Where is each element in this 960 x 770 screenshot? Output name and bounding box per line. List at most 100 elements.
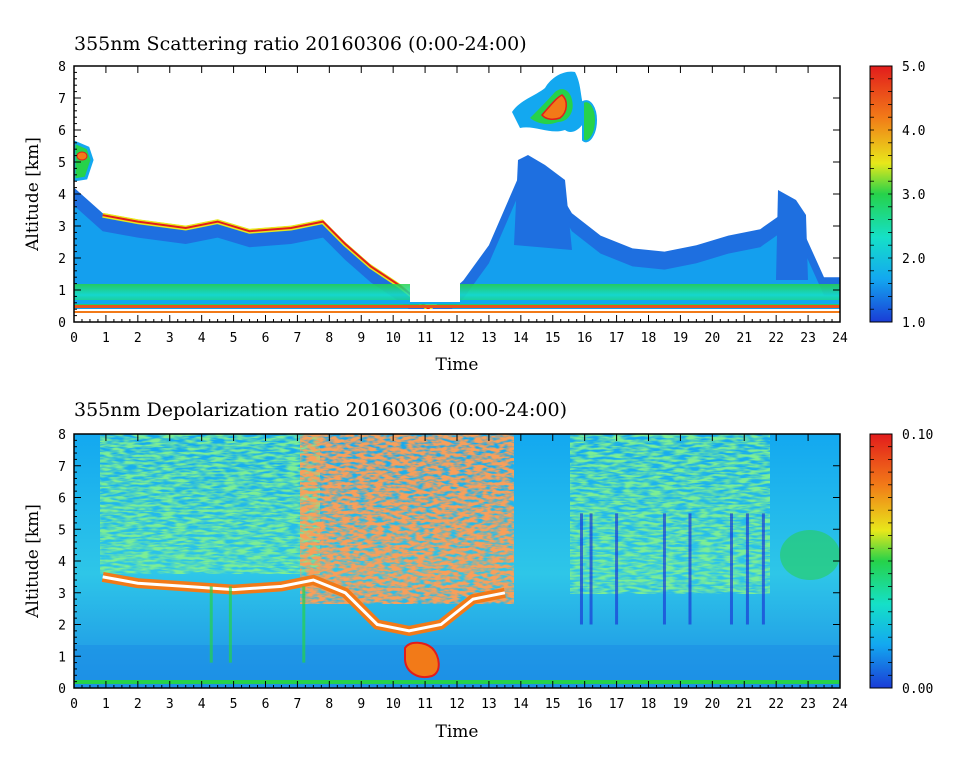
y-tick-label: 6 xyxy=(58,492,66,507)
y-tick-label: 1 xyxy=(58,284,66,299)
clear-gap xyxy=(410,66,460,302)
plot-area-depolarization xyxy=(74,434,840,688)
y-tick-label: 5 xyxy=(58,523,66,538)
x-tick-label: 21 xyxy=(736,697,752,712)
x-tick-label: 16 xyxy=(577,697,593,712)
x-tick-label: 18 xyxy=(641,697,657,712)
x-tick-label: 23 xyxy=(800,697,816,712)
x-tick-label: 9 xyxy=(357,697,365,712)
y-tick-label: 4 xyxy=(58,188,66,203)
x-tick-label: 5 xyxy=(230,331,238,346)
x-tick-label: 10 xyxy=(385,331,401,346)
y-tick-label: 0 xyxy=(58,316,66,331)
x-tick-label: 2 xyxy=(134,331,142,346)
y-tick-label: 8 xyxy=(58,60,66,75)
colorbar-tick-label: 3.0 xyxy=(902,188,925,203)
x-tick-label: 12 xyxy=(449,697,465,712)
colorbar-ticks-depolarization: 0.00 0.10 xyxy=(870,428,933,697)
x-tick-label: 6 xyxy=(262,331,270,346)
noise-field-left xyxy=(100,434,320,574)
cloud-top-edge-white xyxy=(102,209,433,309)
ticks-scattering: 0 1 2 3 4 5 6 7 8 9 10 11 12 13 14 15 16 17 18 19 20 21 22 23 24… xyxy=(58,60,848,346)
y-tick-label: 2 xyxy=(58,252,66,267)
x-tick-label: 4 xyxy=(198,697,206,712)
y-axis-label-scattering: Altitude [km] xyxy=(23,137,43,252)
x-tick-label: 14 xyxy=(513,697,529,712)
x-tick-label: 10 xyxy=(385,697,401,712)
ticks-depolarization: 0 1 2 3 4 5 6 7 8 9 10 11 12 13 14 15 16 17 18 19 20 21 22 23 24… xyxy=(58,428,848,712)
x-tick-label: 2 xyxy=(134,697,142,712)
precip-streaks xyxy=(209,513,765,663)
y-tick-label: 2 xyxy=(58,619,66,634)
x-tick-label: 12 xyxy=(449,331,465,346)
x-tick-label: 14 xyxy=(513,331,529,346)
x-tick-label: 17 xyxy=(609,697,625,712)
x-tick-label: 20 xyxy=(705,697,721,712)
y-tick-label: 1 xyxy=(58,650,66,665)
top-left-patch xyxy=(74,140,94,182)
upper-cloud xyxy=(512,71,598,143)
cloud-base-core xyxy=(102,575,506,633)
plot-area-scattering xyxy=(74,66,840,322)
x-tick-label: 3 xyxy=(166,331,174,346)
noise-field-dense xyxy=(300,434,514,604)
chart-title-depolarization: 355nm Depolarization ratio 20160306 (0:0… xyxy=(74,399,567,421)
x-tick-label: 21 xyxy=(736,331,752,346)
y-tick-label: 7 xyxy=(58,460,66,475)
y-tick-label: 6 xyxy=(58,124,66,139)
colorbar-ticks-scattering: 1.0 2.0 3.0 4.0 5.0 xyxy=(870,60,925,331)
x-tick-label: 1 xyxy=(102,331,110,346)
x-tick-label: 6 xyxy=(262,697,270,712)
y-tick-label: 4 xyxy=(58,555,66,570)
x-tick-label: 8 xyxy=(325,331,333,346)
x-tick-label: 5 xyxy=(230,697,238,712)
convective-column xyxy=(514,155,572,250)
x-tick-label: 22 xyxy=(768,331,784,346)
x-axis-label-depolarization: Time xyxy=(436,722,479,742)
y-tick-label: 3 xyxy=(58,587,66,602)
x-tick-label: 13 xyxy=(481,331,497,346)
x-tick-label: 22 xyxy=(768,697,784,712)
colorbar-tick-label: 4.0 xyxy=(902,124,925,139)
x-tick-label: 7 xyxy=(294,697,302,712)
x-axis-label-scattering: Time xyxy=(436,355,479,375)
ground-line-red xyxy=(74,305,840,308)
y-axis-label-depolarization: Altitude [km] xyxy=(23,504,43,619)
y-tick-label: 3 xyxy=(58,220,66,235)
colorbar-tick-label: 0.00 xyxy=(902,682,933,697)
colorbar-tick-label: 2.0 xyxy=(902,252,925,267)
x-tick-label: 19 xyxy=(673,331,689,346)
colorbar-tick-label: 5.0 xyxy=(902,60,925,75)
x-tick-label: 16 xyxy=(577,331,593,346)
x-tick-label: 15 xyxy=(545,697,561,712)
colorbar-tick-label: 0.10 xyxy=(902,428,933,443)
x-tick-label: 0 xyxy=(70,697,78,712)
boundary-layer xyxy=(74,645,840,683)
x-tick-label: 11 xyxy=(417,331,433,346)
x-tick-label: 7 xyxy=(294,331,302,346)
cloud-top-edge-red xyxy=(102,214,433,312)
x-tick-label: 17 xyxy=(609,331,625,346)
x-tick-label: 4 xyxy=(198,331,206,346)
green-patch-right xyxy=(780,530,840,580)
x-tick-label: 19 xyxy=(673,697,689,712)
x-tick-label: 18 xyxy=(641,331,657,346)
y-tick-label: 8 xyxy=(58,428,66,443)
x-tick-label: 15 xyxy=(545,331,561,346)
x-tick-label: 13 xyxy=(481,697,497,712)
x-tick-label: 9 xyxy=(357,331,365,346)
x-tick-label: 0 xyxy=(70,331,78,346)
x-tick-label: 1 xyxy=(102,697,110,712)
x-tick-label: 23 xyxy=(800,331,816,346)
colorbar-tick-label: 1.0 xyxy=(902,316,925,331)
ground-line-white xyxy=(74,309,840,311)
y-tick-label: 0 xyxy=(58,682,66,697)
x-tick-label: 24 xyxy=(832,697,848,712)
noise-field-right xyxy=(570,434,770,594)
x-tick-label: 11 xyxy=(417,697,433,712)
low-ice-patch xyxy=(404,641,440,678)
x-tick-label: 24 xyxy=(832,331,848,346)
x-tick-label: 3 xyxy=(166,697,174,712)
ground-line-orange xyxy=(74,311,840,313)
